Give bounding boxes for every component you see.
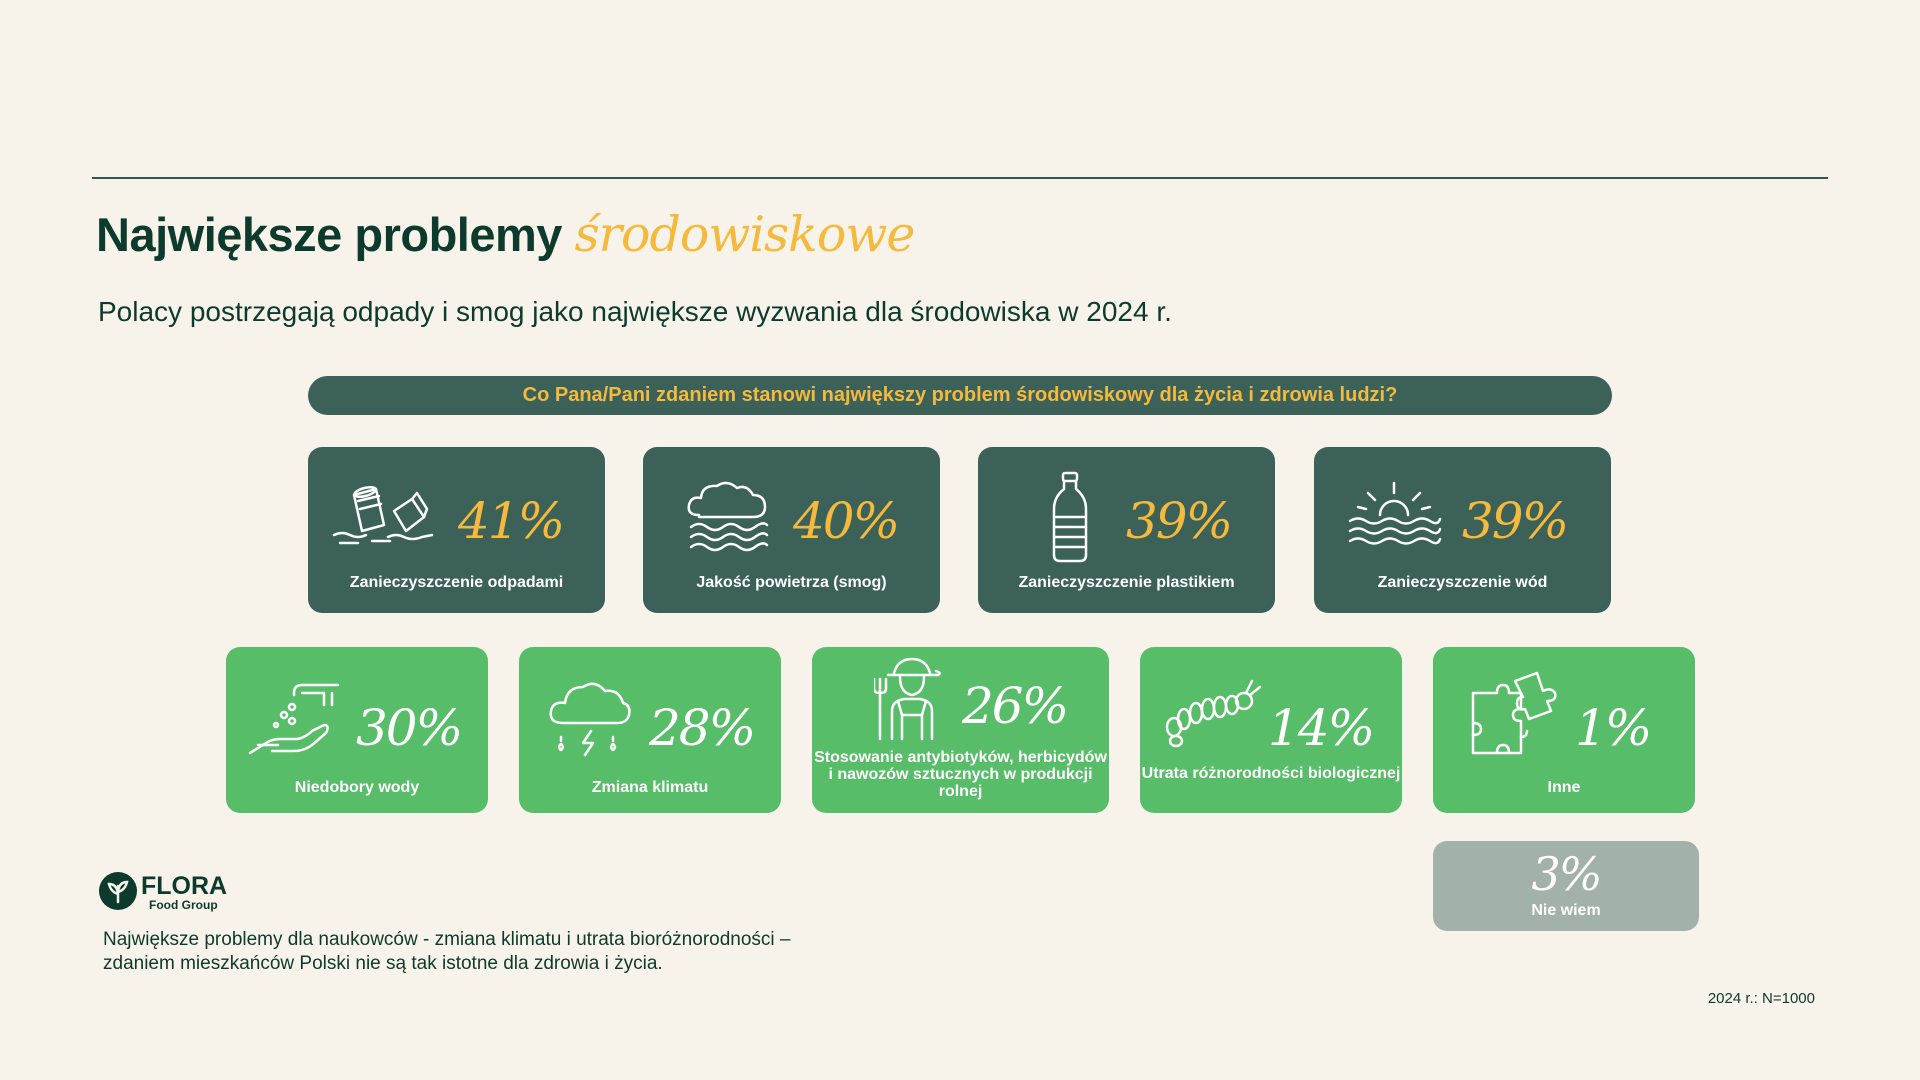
value-climate-change: 28% bbox=[649, 699, 756, 757]
label-waste: Zanieczyszczenie odpadami bbox=[349, 574, 564, 591]
label-agrochemicals: Stosowanie antybiotyków, herbicydów i na… bbox=[814, 749, 1107, 800]
label-water-pollution: Zanieczyszczenie wód bbox=[1377, 574, 1548, 591]
value-agrochemicals: 26% bbox=[962, 677, 1069, 735]
value-other: 1% bbox=[1575, 699, 1652, 757]
value-air-quality: 40% bbox=[793, 492, 900, 550]
faucet-hand-icon bbox=[248, 679, 344, 759]
value-plastic: 39% bbox=[1126, 492, 1233, 550]
card-agrochemicals: 26% Stosowanie antybiotyków, herbicydów … bbox=[812, 647, 1109, 813]
page-title: Największe problemy środowiskowe bbox=[96, 206, 915, 263]
label-biodiversity: Utrata różnorodności biologicznej bbox=[1141, 765, 1401, 782]
trash-cans-icon bbox=[332, 481, 442, 551]
caterpillar-icon bbox=[1162, 675, 1262, 749]
storm-cloud-icon bbox=[547, 679, 633, 759]
label-water-shortage: Niedobory wody bbox=[294, 779, 420, 796]
logo-name: FLORA bbox=[141, 872, 228, 900]
card-water-shortage: 30% Niedobory wody bbox=[226, 647, 488, 813]
sample-size: 2024 r.: N=1000 bbox=[1707, 990, 1815, 1007]
puzzle-icon bbox=[1471, 669, 1561, 755]
label-other: Inne bbox=[1547, 779, 1581, 796]
card-waste: 41% Zanieczyszczenie odpadami bbox=[308, 447, 605, 613]
leaf-logo-icon bbox=[99, 872, 137, 915]
value-biodiversity: 14% bbox=[1268, 699, 1375, 757]
plastic-bottle-icon bbox=[1048, 471, 1092, 563]
value-waste: 41% bbox=[458, 492, 565, 550]
title-main: Największe problemy bbox=[96, 208, 562, 261]
subtitle: Polacy postrzegają odpady i smog jako na… bbox=[98, 296, 1172, 327]
logo-sub: Food Group bbox=[149, 898, 218, 912]
top-divider bbox=[92, 177, 1828, 179]
label-air-quality: Jakość powietrza (smog) bbox=[696, 574, 887, 591]
footnote: Największe problemy dla naukowców - zmia… bbox=[103, 929, 791, 974]
label-plastic: Zanieczyszczenie plastikiem bbox=[1018, 574, 1235, 591]
card-other: 1% Inne bbox=[1433, 647, 1695, 813]
value-dont-know: 3% bbox=[1531, 847, 1603, 901]
card-climate-change: 28% Zmiana klimatu bbox=[519, 647, 781, 813]
card-water-pollution: 39% Zanieczyszczenie wód bbox=[1314, 447, 1611, 613]
title-accent: środowiskowe bbox=[574, 206, 915, 263]
cloud-smog-icon bbox=[685, 479, 769, 555]
card-air-quality: 40% Jakość powietrza (smog) bbox=[643, 447, 940, 613]
card-plastic: 39% Zanieczyszczenie plastikiem bbox=[978, 447, 1275, 613]
card-dont-know: 3% Nie wiem bbox=[1433, 841, 1699, 931]
sun-over-water-icon bbox=[1346, 481, 1442, 551]
label-dont-know: Nie wiem bbox=[1531, 902, 1601, 919]
value-water-shortage: 30% bbox=[356, 699, 463, 757]
question-banner: Co Pana/Pani zdaniem stanowi największy … bbox=[308, 376, 1612, 415]
farmer-icon bbox=[874, 657, 948, 741]
value-water-pollution: 39% bbox=[1462, 492, 1569, 550]
label-climate-change: Zmiana klimatu bbox=[591, 779, 709, 796]
card-biodiversity: 14% Utrata różnorodności biologicznej bbox=[1140, 647, 1402, 813]
flora-logo: FLORA Food Group bbox=[99, 871, 249, 912]
